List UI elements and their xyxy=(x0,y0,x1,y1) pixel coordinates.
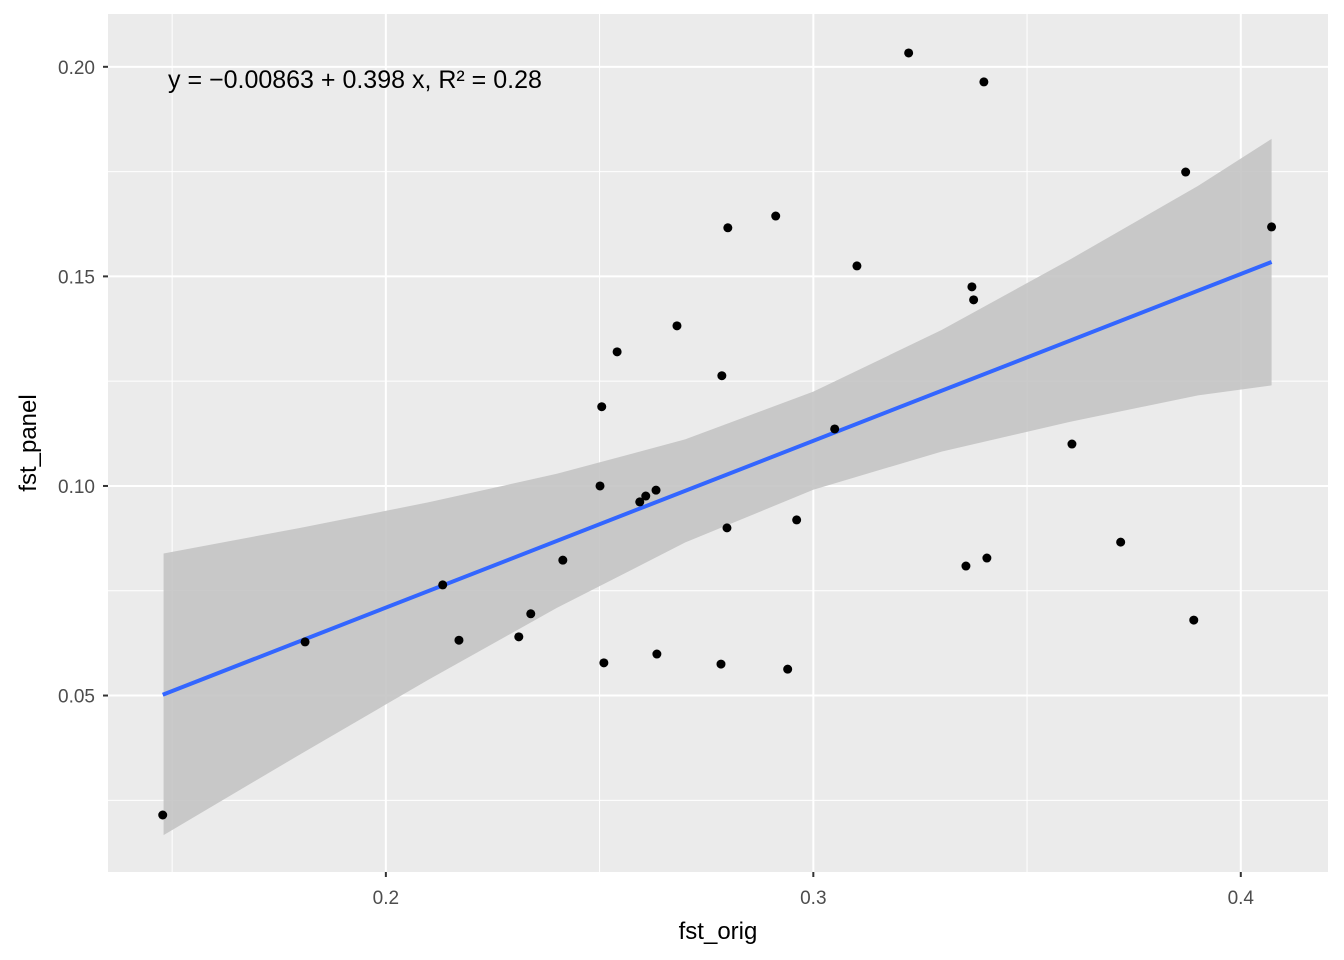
data-point xyxy=(597,402,607,412)
regression-equation: y = −0.00863 + 0.398 x, R² = 0.28 xyxy=(168,66,542,94)
x-tick-label: 0.2 xyxy=(373,888,399,909)
data-point xyxy=(961,561,971,571)
data-point xyxy=(595,481,605,491)
y-tick-label: 0.20 xyxy=(58,58,95,79)
confidence-band xyxy=(163,138,1272,836)
data-point xyxy=(514,632,524,642)
data-point xyxy=(969,295,979,305)
data-point xyxy=(635,497,645,507)
data-point xyxy=(672,321,682,331)
data-point xyxy=(526,609,536,619)
data-point xyxy=(454,635,464,645)
data-point xyxy=(717,371,727,381)
y-axis-label: fst_panel xyxy=(15,394,42,491)
data-point xyxy=(158,810,168,820)
data-point xyxy=(723,223,733,233)
data-point xyxy=(1181,167,1191,177)
data-point xyxy=(1267,222,1277,232)
data-point xyxy=(979,77,989,87)
data-point xyxy=(300,637,310,647)
x-tick-label: 0.3 xyxy=(800,888,826,909)
data-point xyxy=(641,491,651,501)
y-tick-label: 0.10 xyxy=(58,477,95,498)
data-point xyxy=(852,261,862,271)
data-point xyxy=(599,658,609,668)
axis-ticks: 0.2 0.3 0.4 0.05 0.10 0.15 0.20 xyxy=(58,58,1254,909)
data-point xyxy=(830,424,840,434)
regression-line xyxy=(161,260,1273,697)
x-axis-label: fst_orig xyxy=(679,918,758,945)
data-point xyxy=(904,48,914,58)
x-tick-label: 0.4 xyxy=(1228,888,1255,909)
data-point xyxy=(722,523,732,533)
data-point xyxy=(558,555,568,565)
data-point xyxy=(1067,439,1077,449)
data-point xyxy=(967,282,977,292)
data-point xyxy=(771,211,781,221)
data-point xyxy=(652,649,662,659)
data-point xyxy=(792,515,802,525)
data-point xyxy=(783,664,793,674)
data-point xyxy=(612,347,622,357)
data-point xyxy=(438,580,448,590)
data-point xyxy=(716,659,726,669)
data-point xyxy=(651,485,661,495)
data-points xyxy=(158,48,1277,820)
y-tick-label: 0.15 xyxy=(58,267,95,288)
data-point xyxy=(1116,537,1126,547)
data-point xyxy=(1189,615,1199,625)
data-point xyxy=(982,553,992,563)
y-tick-label: 0.05 xyxy=(58,687,95,708)
